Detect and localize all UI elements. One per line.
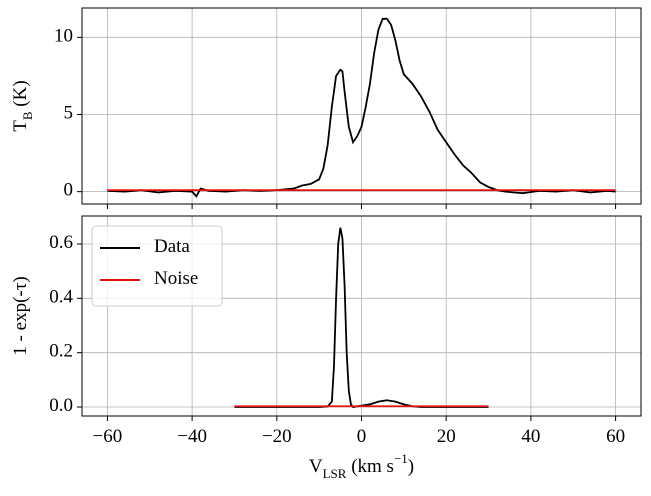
legend-label: Noise xyxy=(154,268,198,289)
x-tick-label: 20 xyxy=(437,426,456,447)
legend-box xyxy=(91,225,223,307)
y-tick-label: 0.6 xyxy=(49,232,73,253)
y-tick-label: 0.0 xyxy=(49,395,73,416)
legend-label: Data xyxy=(154,236,190,257)
x-tick-label: −60 xyxy=(93,426,123,447)
y-tick-label: 5 xyxy=(64,103,74,124)
y-axis-label: TB (K) xyxy=(10,80,35,131)
x-tick-label: −20 xyxy=(262,426,292,447)
x-axis-label: VLSR (km s−1) xyxy=(309,451,414,481)
series-line xyxy=(234,227,489,409)
x-tick-label: 40 xyxy=(521,426,540,447)
y-axis-label: 1 - exp(-τ) xyxy=(10,276,31,355)
series-line xyxy=(107,17,616,198)
y-tick-label: 0 xyxy=(64,180,74,201)
axes-frame xyxy=(81,215,642,417)
x-tick-label: −40 xyxy=(177,426,207,447)
y-tick-label: 10 xyxy=(54,26,73,47)
x-tick-label: 60 xyxy=(606,426,625,447)
axes-frame xyxy=(81,7,642,205)
y-tick-label: 0.2 xyxy=(49,341,73,362)
x-tick-label: 0 xyxy=(357,426,367,447)
y-tick-label: 0.4 xyxy=(49,287,73,308)
